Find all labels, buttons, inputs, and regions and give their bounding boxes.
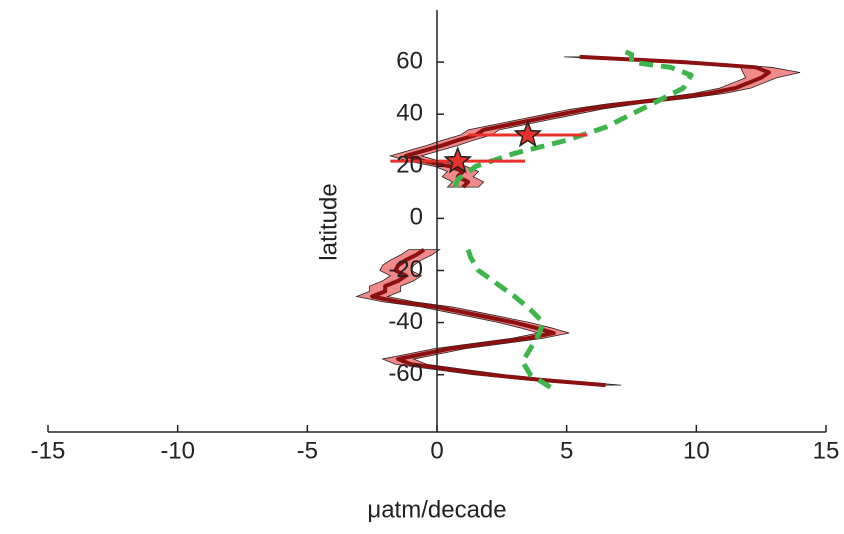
y-tick-label: 0 <box>410 204 423 231</box>
trend-line <box>403 54 771 189</box>
star-marker <box>443 145 473 174</box>
x-tick-label: 0 <box>430 437 443 464</box>
x-tick-label: 5 <box>560 437 573 464</box>
x-tick-label: -5 <box>297 437 318 464</box>
y-tick-label: 60 <box>396 47 423 74</box>
x-tick-label: 15 <box>813 437 840 464</box>
y-tick-label: 40 <box>396 100 423 127</box>
y-tick-label: -20 <box>388 256 423 283</box>
x-tick-label: 10 <box>683 437 710 464</box>
model-line <box>452 46 694 188</box>
trend-line <box>370 247 606 388</box>
y-tick-label: -60 <box>388 360 423 387</box>
y-tick-label: -40 <box>388 308 423 335</box>
x-tick-label: -10 <box>160 437 195 464</box>
y-axis-label: latitude <box>315 183 342 260</box>
x-axis-label: μatm/decade <box>367 496 506 523</box>
star-marker <box>513 119 543 148</box>
x-tick-label: -15 <box>31 437 66 464</box>
y-tick-label: 20 <box>396 152 423 179</box>
model-line <box>465 248 553 390</box>
